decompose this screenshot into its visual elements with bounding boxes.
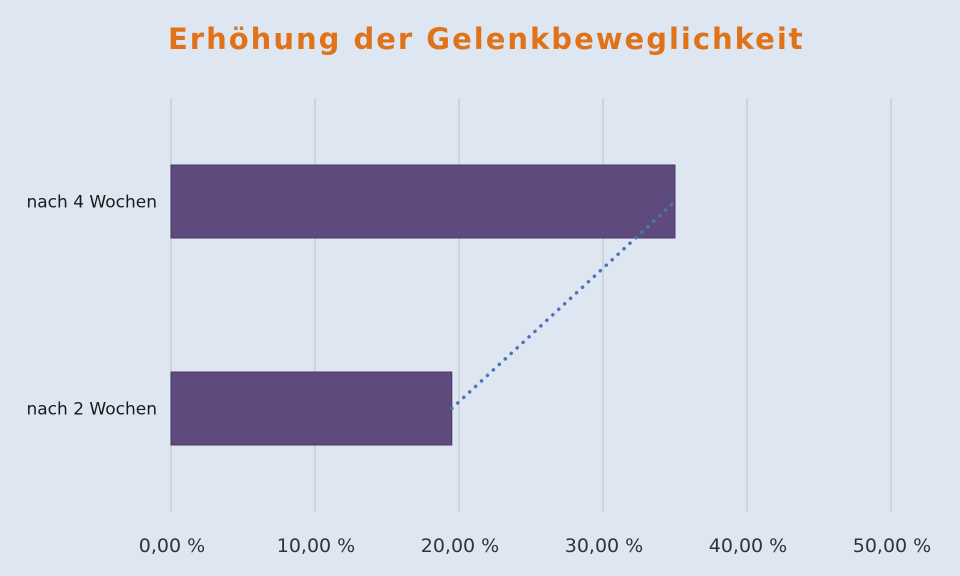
chart-title: Erhöhung der Gelenkbeweglichkeit xyxy=(168,22,805,56)
category-label-1: nach 4 Wochen xyxy=(26,193,157,213)
x-tick-label-0: 0,00 % xyxy=(139,535,205,557)
x-tick-label-3: 30,00 % xyxy=(565,535,644,557)
bar-0 xyxy=(170,371,453,446)
bar-1 xyxy=(170,164,676,239)
x-tick-label-5: 50,00 % xyxy=(853,535,932,557)
x-tick-label-1: 10,00 % xyxy=(277,535,356,557)
x-tick-label-4: 40,00 % xyxy=(709,535,788,557)
trendline xyxy=(450,199,677,411)
category-label-0: nach 2 Wochen xyxy=(26,400,157,420)
x-tick-label-2: 20,00 % xyxy=(421,535,500,557)
